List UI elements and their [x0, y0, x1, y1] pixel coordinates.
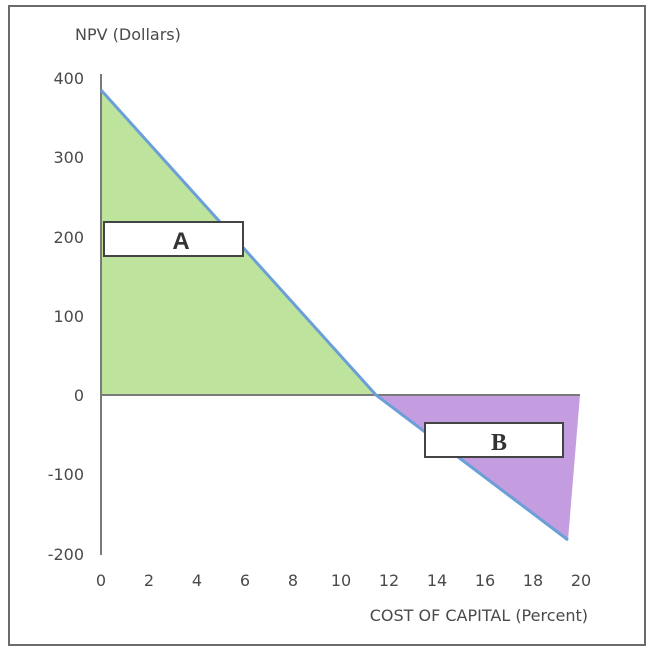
- x-tick-6: 6: [240, 571, 250, 590]
- y-tick-300: 300: [53, 148, 84, 167]
- y-tick-labels: 400 300 200 100 0 -100 -200: [48, 69, 84, 564]
- x-tick-0: 0: [96, 571, 106, 590]
- npv-line: [99, 88, 569, 542]
- x-tick-4: 4: [192, 571, 202, 590]
- region-a-text: A: [172, 228, 189, 255]
- x-tick-20: 20: [571, 571, 591, 590]
- x-tick-16: 16: [475, 571, 495, 590]
- region-a-label: A: [103, 221, 244, 257]
- x-tick-10: 10: [331, 571, 351, 590]
- y-tick-0: 0: [74, 386, 84, 405]
- region-b-label: B: [424, 422, 564, 458]
- x-tick-2: 2: [144, 571, 154, 590]
- y-tick-neg100: -100: [48, 465, 84, 484]
- x-tick-8: 8: [288, 571, 298, 590]
- x-tick-12: 12: [379, 571, 399, 590]
- y-tick-100: 100: [53, 307, 84, 326]
- x-tick-14: 14: [427, 571, 447, 590]
- x-tick-18: 18: [523, 571, 543, 590]
- region-b-text: B: [491, 430, 507, 456]
- y-tick-200: 200: [53, 228, 84, 247]
- x-axis-title: COST OF CAPITAL (Percent): [370, 606, 588, 625]
- x-tick-labels: 0 2 4 6 8 10 12 14 16 18 20: [96, 571, 591, 590]
- y-tick-neg200: -200: [48, 545, 84, 564]
- y-axis-title: NPV (Dollars): [75, 25, 181, 44]
- y-tick-400: 400: [53, 69, 84, 88]
